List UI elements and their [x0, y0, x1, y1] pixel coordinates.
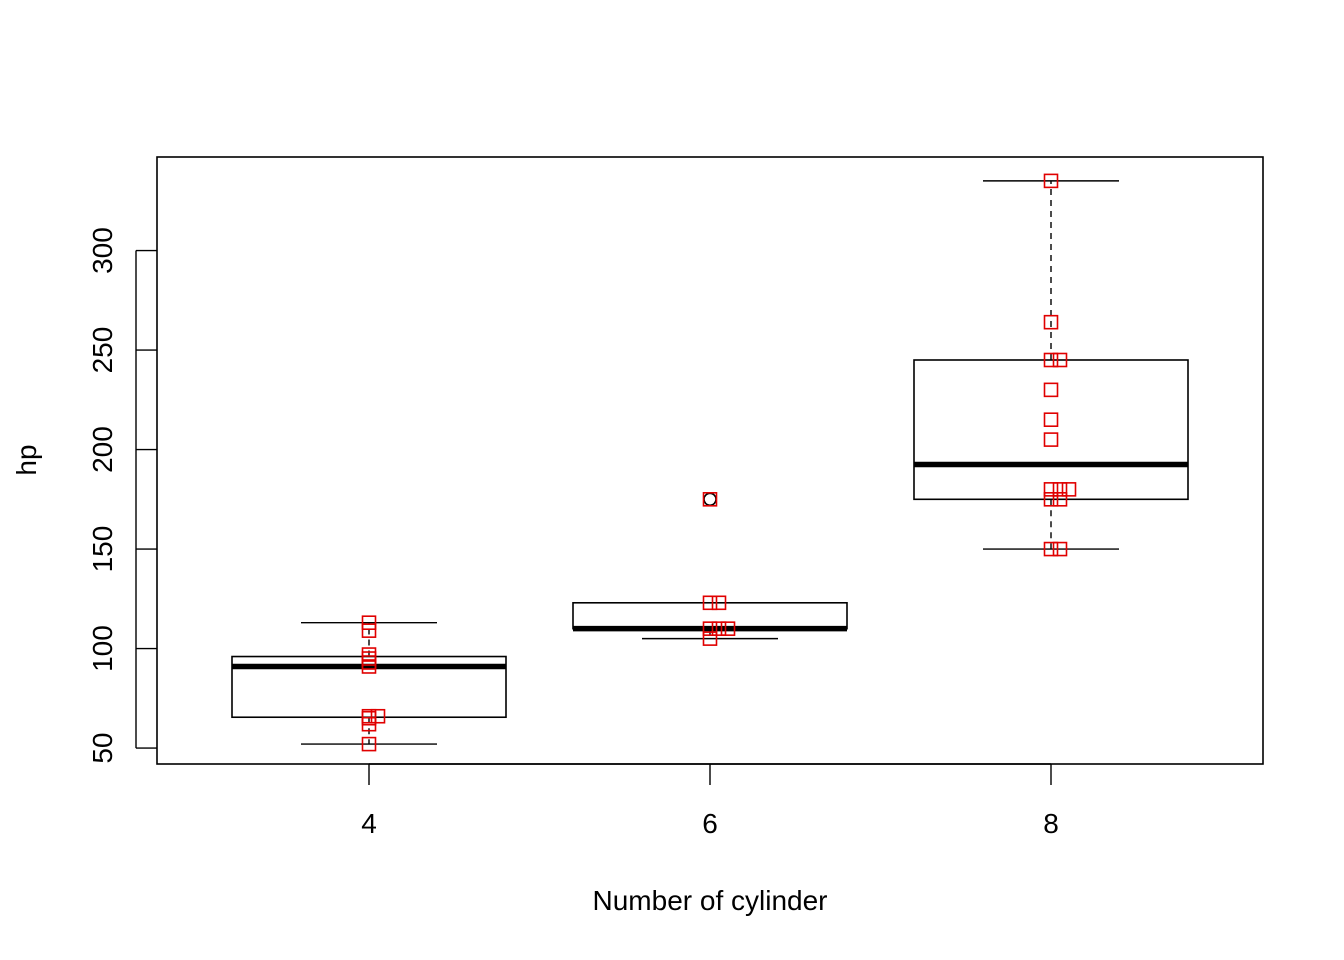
data-point	[1043, 382, 1059, 398]
data-point	[1043, 482, 1059, 497]
data-point	[1052, 541, 1068, 557]
y-tick-label: 50	[87, 733, 118, 764]
data-point	[361, 623, 377, 638]
data-point	[702, 492, 718, 507]
box-group	[913, 180, 1189, 550]
data-point	[1061, 482, 1077, 497]
data-point	[361, 647, 377, 662]
outlier-point	[703, 492, 717, 507]
data-point	[361, 710, 377, 726]
box-iqr	[572, 601, 848, 630]
data-point	[361, 736, 377, 752]
y-tick-label: 150	[87, 526, 118, 573]
data-point	[1052, 492, 1068, 507]
y-tick-label: 100	[87, 625, 118, 672]
data-point	[702, 595, 718, 611]
x-tick-label: 6	[702, 808, 718, 839]
data-point	[1043, 352, 1059, 368]
y-tick-label: 250	[87, 327, 118, 374]
x-tick-label: 4	[361, 808, 377, 839]
point-series	[361, 615, 386, 752]
x-tick-label: 8	[1043, 808, 1059, 839]
box-group	[231, 621, 507, 745]
data-point	[1043, 412, 1059, 428]
data-point	[1052, 482, 1068, 497]
data-point	[1043, 314, 1059, 330]
data-point	[1043, 432, 1059, 447]
box-iqr	[913, 359, 1189, 501]
x-axis-label: Number of cylinder	[593, 885, 828, 916]
y-tick-label: 200	[87, 426, 118, 473]
box-group	[572, 492, 848, 640]
data-point	[711, 595, 727, 611]
y-axis-label: hp	[11, 444, 42, 475]
y-tick-label: 300	[87, 227, 118, 274]
y-axis: 50 100 150 200 250 300	[87, 227, 157, 764]
data-point	[1043, 541, 1059, 557]
chart-marks	[231, 173, 1189, 752]
data-point	[1052, 352, 1068, 368]
data-point	[361, 659, 377, 674]
point-series	[702, 492, 736, 646]
data-point	[702, 631, 718, 646]
data-point	[720, 621, 736, 636]
data-point	[1043, 173, 1059, 189]
point-series	[1043, 173, 1077, 557]
data-point	[361, 615, 377, 630]
data-point	[702, 621, 718, 636]
x-axis: 4 6 8	[361, 763, 1059, 839]
data-point	[1043, 492, 1059, 507]
data-point	[370, 708, 386, 724]
data-point	[711, 621, 727, 636]
